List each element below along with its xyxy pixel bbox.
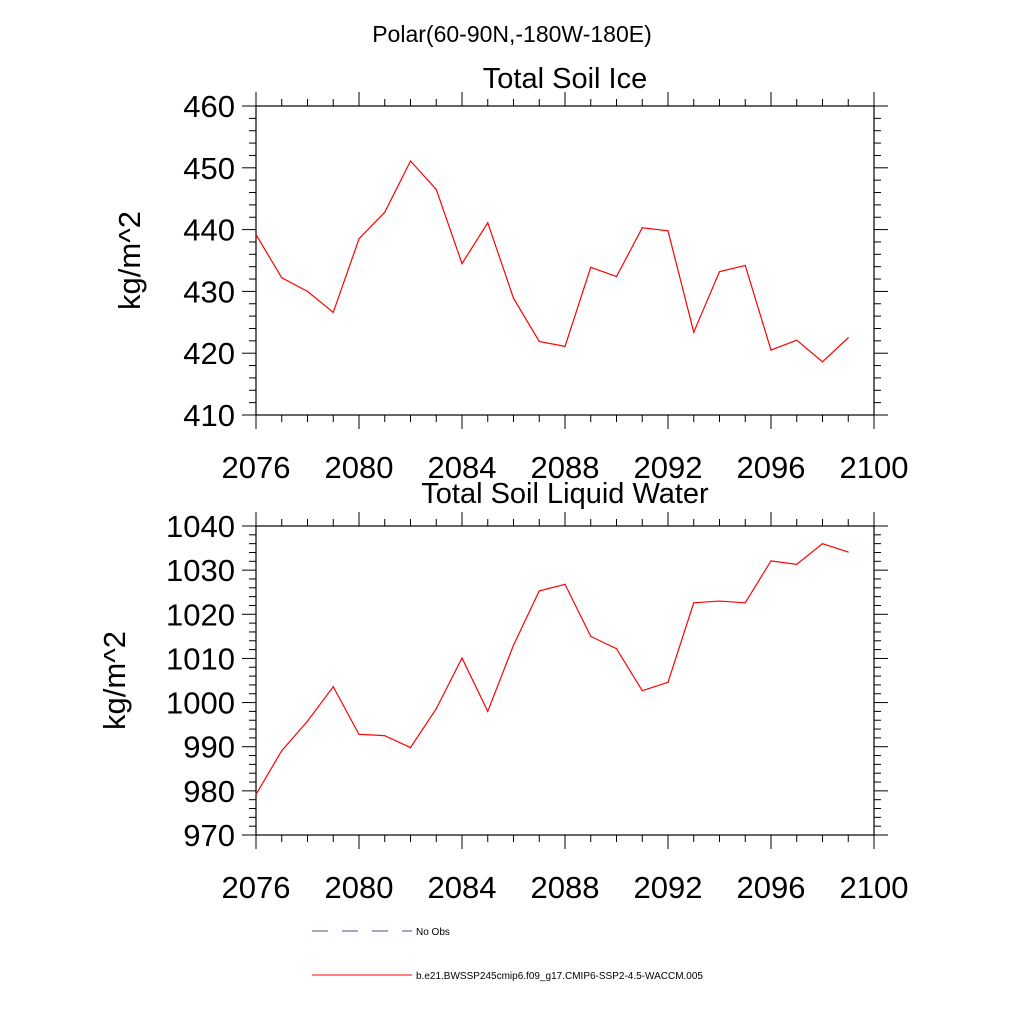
data-point — [255, 793, 257, 795]
data-point — [384, 211, 386, 213]
data-point — [461, 262, 463, 265]
data-point — [306, 720, 309, 722]
data-point — [847, 337, 849, 339]
data-point — [487, 710, 489, 713]
y-tick-label: 410 — [183, 398, 235, 433]
x-tick-label: 2084 — [428, 870, 497, 905]
data-point — [409, 747, 412, 749]
y-tick-label: 1040 — [166, 509, 235, 544]
data-point — [667, 230, 669, 232]
tick-marks — [242, 92, 888, 429]
data-point — [255, 233, 257, 236]
data-point — [306, 290, 309, 292]
y-tick-label: 1030 — [166, 553, 235, 588]
data-point — [821, 361, 824, 363]
data-point — [796, 563, 798, 566]
x-tick-label: 2092 — [634, 450, 703, 485]
x-tick-label: 2076 — [222, 450, 291, 485]
data-point — [641, 690, 643, 692]
data-point — [564, 345, 566, 347]
data-point — [461, 657, 463, 659]
data-point — [796, 339, 798, 341]
data-point — [615, 275, 618, 278]
data-point — [641, 227, 643, 229]
y-tick-label: 970 — [183, 818, 235, 853]
data-point — [744, 264, 746, 267]
series-line — [255, 542, 849, 795]
data-point — [435, 708, 437, 710]
panel-title: Total Soil Ice — [483, 63, 647, 95]
series-line — [255, 159, 849, 363]
y-tick-label: 1000 — [166, 686, 235, 721]
data-point — [770, 349, 772, 351]
plot-frame — [255, 105, 875, 416]
data-point — [384, 735, 386, 737]
data-point — [718, 600, 721, 602]
x-tick-label: 2096 — [737, 870, 806, 905]
figure-title: Polar(60-90N,-180W-180E) — [372, 21, 652, 47]
panel-title: Total Soil Liquid Water — [421, 478, 709, 510]
legend-label: b.e21.BWSSP245cmip6.f09_g17.CMIP6-SSP2-4… — [416, 971, 703, 982]
data-point — [332, 311, 334, 314]
data-point — [693, 331, 695, 333]
y-tick-label: 990 — [183, 730, 235, 765]
data-point — [358, 733, 360, 735]
tick-marks — [242, 512, 888, 849]
plot-frame — [255, 525, 875, 836]
y-tick-label: 460 — [183, 89, 235, 124]
x-tick-label: 2080 — [325, 450, 394, 485]
data-point — [512, 644, 515, 646]
data-point — [332, 686, 334, 688]
data-point — [744, 602, 746, 604]
data-point — [538, 340, 540, 343]
data-point — [564, 583, 566, 585]
y-tick-label: 440 — [183, 213, 235, 248]
x-tick-label: 2080 — [325, 870, 394, 905]
x-tick-label: 2100 — [840, 450, 909, 485]
legend-label: No Obs — [416, 927, 450, 938]
data-point — [435, 188, 437, 191]
data-point — [281, 277, 283, 279]
data-point — [281, 750, 283, 752]
x-tick-label: 2084 — [428, 450, 497, 485]
data-point — [590, 266, 592, 268]
data-point — [512, 297, 515, 299]
data-point — [538, 590, 540, 592]
legend-item: b.e21.BWSSP245cmip6.f09_g17.CMIP6-SSP2-4… — [312, 971, 703, 982]
x-tick-label: 2088 — [531, 870, 600, 905]
x-tick-label: 2096 — [737, 450, 806, 485]
data-point — [615, 648, 618, 650]
y-axis-label: kg/m^2 — [112, 211, 147, 310]
data-point — [847, 551, 849, 553]
x-tick-label: 2076 — [222, 870, 291, 905]
y-tick-label: 450 — [183, 151, 235, 186]
panel-2: Total Soil Liquid Water kg/m^2 2076 2080 208… — [97, 478, 908, 905]
panel-1: Total Soil Ice kg/m^2 2076 2080 2084 2088 2092… — [112, 63, 908, 485]
data-point — [487, 222, 489, 224]
y-tick-label: 420 — [183, 336, 235, 371]
x-tick-label: 2092 — [634, 870, 703, 905]
plots: Total Soil Ice kg/m^2 2076 2080 2084 2088 2092… — [97, 63, 908, 905]
y-tick-label: 1020 — [166, 597, 235, 632]
y-tick-label: 1010 — [166, 641, 235, 676]
data-point — [770, 560, 772, 562]
data-point — [718, 271, 721, 273]
data-point — [409, 160, 412, 162]
legend: No Obs b.e21.BWSSP245cmip6.f09_g17.CMIP6-… — [312, 927, 703, 982]
data-point — [358, 238, 360, 240]
data-point — [590, 635, 592, 637]
data-point — [821, 543, 824, 545]
y-axis-label: kg/m^2 — [97, 631, 132, 730]
y-tick-label: 430 — [183, 274, 235, 309]
x-tick-label: 2088 — [531, 450, 600, 485]
y-tick-label: 980 — [183, 774, 235, 809]
x-tick-label: 2100 — [840, 870, 909, 905]
data-point — [693, 602, 695, 604]
legend-item: No Obs — [312, 927, 450, 938]
data-point — [667, 681, 669, 683]
